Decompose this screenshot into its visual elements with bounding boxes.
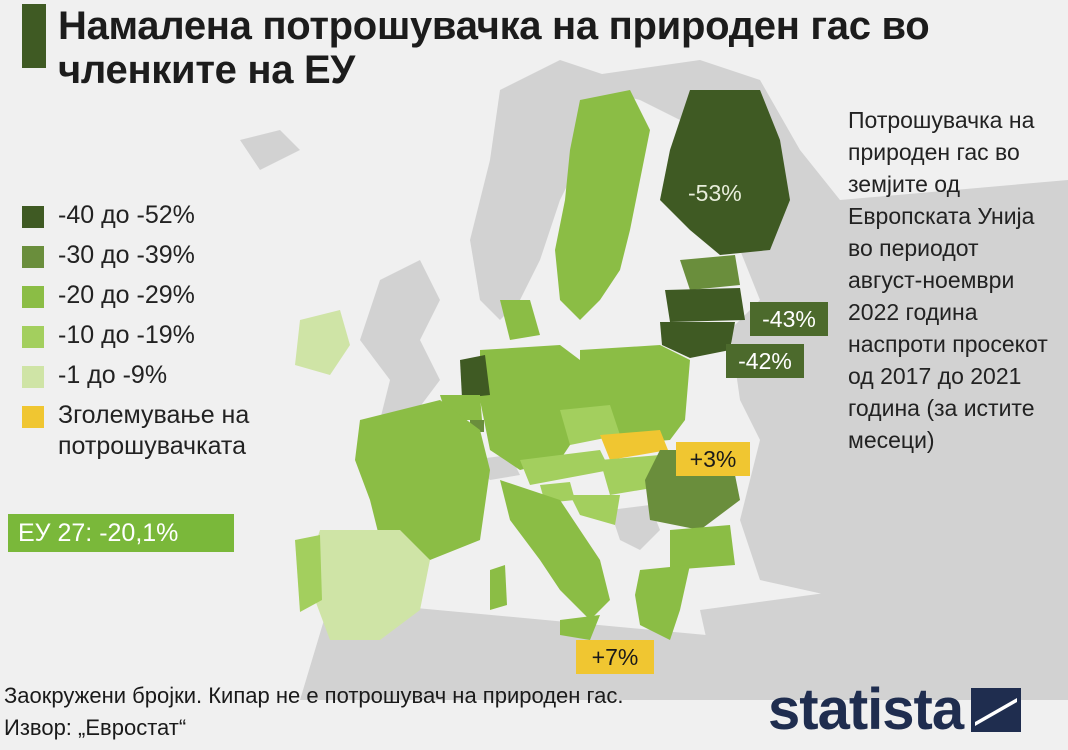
ireland <box>295 310 350 375</box>
finland <box>660 90 790 255</box>
legend-item: -40 до -52% <box>22 200 302 240</box>
legend-item: Зголемување на потрошувачката <box>22 400 302 472</box>
non-eu-land <box>240 60 1068 700</box>
bulgaria <box>670 525 735 570</box>
legend-item: -30 до -39% <box>22 240 302 280</box>
legend-label: -10 до -19% <box>58 321 195 349</box>
croatia <box>570 495 620 525</box>
footer-source: Извор: „Евростат“ <box>4 715 187 740</box>
legend-label: Зголемување на потрошувачката <box>58 401 250 460</box>
legend-swatch <box>22 406 44 428</box>
legend-item: -20 до -29% <box>22 280 302 320</box>
legend-swatch <box>22 246 44 268</box>
denmark <box>500 300 540 340</box>
spain <box>310 530 430 640</box>
italy <box>500 480 610 620</box>
sardinia <box>490 565 507 610</box>
estonia <box>680 255 740 290</box>
sicily <box>560 615 600 640</box>
portugal <box>295 535 322 612</box>
legend-swatch <box>22 286 44 308</box>
slovakia <box>600 430 668 460</box>
title-accent-bar <box>22 4 46 68</box>
statista-logo: statista <box>768 677 1022 742</box>
eu-countries <box>295 90 790 640</box>
logo-text: statista <box>768 677 964 742</box>
legend-item: -10 до -19% <box>22 320 302 360</box>
logo-mark-icon <box>971 688 1022 732</box>
germany <box>480 345 580 470</box>
lithuania-label: -42% <box>726 344 804 378</box>
legend-label: -30 до -39% <box>58 241 195 269</box>
france <box>355 400 490 560</box>
slovakia-label: +3% <box>676 442 750 476</box>
footer: Заокружени бројки. Кипар не е потрошувач… <box>4 680 623 744</box>
austria <box>520 450 610 485</box>
legend-swatch <box>22 326 44 348</box>
legend-label: -20 до -29% <box>58 281 195 309</box>
legend-swatch <box>22 366 44 388</box>
greece <box>635 565 690 640</box>
footer-note: Заокружени бројки. Кипар не е потрошувач… <box>4 683 624 708</box>
finland-label: -53% <box>688 180 742 206</box>
eu-total-badge: ЕУ 27: -20,1% <box>8 514 234 552</box>
description-note: Потрошувачка на природен гас во земјите … <box>848 107 1048 453</box>
sweden <box>555 90 650 320</box>
greece-label: +7% <box>576 640 654 674</box>
legend: -40 до -52% -30 до -39% -20 до -29% -10 … <box>22 200 302 472</box>
netherlands <box>460 355 490 398</box>
legend-item: -1 до -9% <box>22 360 302 400</box>
legend-label: -40 до -52% <box>58 201 195 229</box>
page-title: Намалена потрошувачка на природен гас во… <box>58 4 930 92</box>
legend-label: -1 до -9% <box>58 361 168 389</box>
legend-swatch <box>22 206 44 228</box>
lithuania <box>660 322 735 358</box>
latvia <box>665 288 745 322</box>
latvia-label: -43% <box>750 302 828 336</box>
